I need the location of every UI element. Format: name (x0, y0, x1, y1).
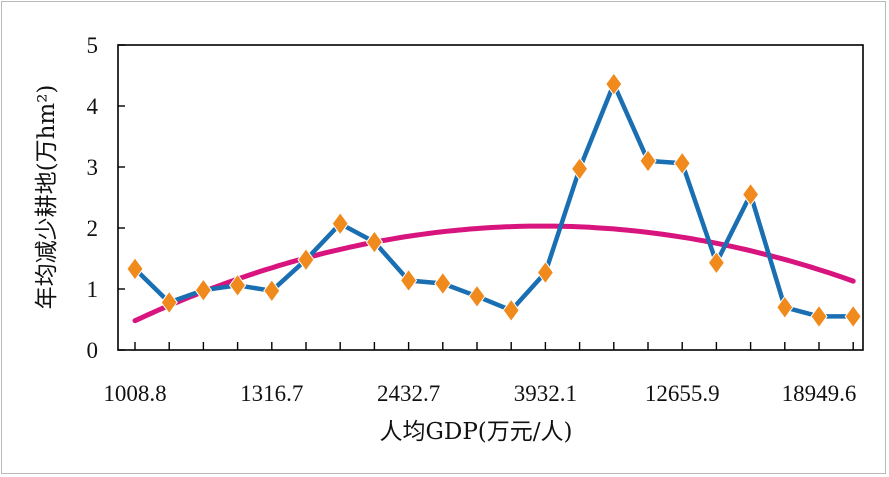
data-point (570, 156, 589, 181)
data-point (844, 304, 862, 329)
x-tick-label: 1316.7 (240, 381, 303, 406)
x-tick-label: 18949.6 (782, 381, 857, 406)
x-tick-label: 3932.1 (514, 381, 577, 406)
data-point (160, 290, 178, 315)
x-tick-label: 1008.8 (103, 381, 166, 406)
y-tick-label: 4 (87, 94, 99, 119)
series-line (133, 81, 854, 319)
x-tick-label: 12655.9 (645, 381, 720, 406)
data-point (331, 211, 349, 236)
data-point (228, 273, 247, 298)
x-axis-title: 人均GDP(万元/人) (380, 419, 573, 445)
data-point (639, 149, 657, 173)
data-point (673, 151, 691, 176)
data-point (365, 230, 384, 254)
data-point (297, 247, 315, 272)
data-point (468, 284, 486, 309)
data-point (605, 72, 623, 96)
data-point (741, 182, 760, 207)
y-tick-label: 2 (87, 216, 99, 241)
y-tick-label: 0 (87, 338, 99, 363)
data-point (776, 295, 794, 320)
y-tick-label: 5 (87, 33, 99, 58)
y-tick-label: 1 (87, 277, 99, 302)
plot-frame (117, 44, 864, 351)
data-point (434, 271, 452, 296)
y-axis-title: 年均减少耕地(万hm²) (34, 85, 60, 310)
data-point (263, 278, 281, 303)
data-point (707, 250, 726, 275)
data-point (810, 304, 828, 329)
y-tick-label: 3 (87, 155, 99, 180)
plot-area: 0 1 2 3 4 5 1008.8 1316.7 2432.7 3932.1 12655.9 189… (87, 33, 864, 406)
trend-curve (132, 223, 856, 324)
data-point (536, 260, 555, 285)
data-point (502, 298, 520, 323)
data-point (399, 268, 418, 293)
data-point (126, 257, 144, 281)
x-tick-label: 2432.7 (377, 381, 440, 406)
data-point (194, 278, 213, 303)
